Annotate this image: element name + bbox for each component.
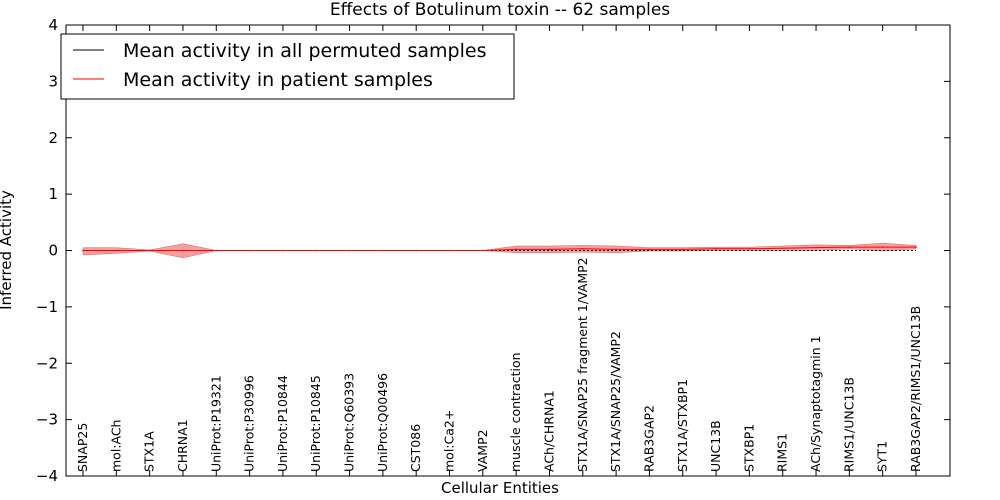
chart-title: Effects of Botulinum toxin -- 62 samples [330,0,670,20]
y-tick-label: −1 [36,298,58,316]
x-tick-label: STX1A/SNAP25/VAMP2 [608,331,623,472]
x-tick-label: STX1A [142,431,157,472]
y-tick-label: 1 [48,185,58,203]
x-tick-label: UNC13B [708,420,723,472]
y-axis: 4 3 2 1 0 −1 −2 −3 −4 [36,16,950,485]
x-tick-label: SNAP25 [75,423,90,472]
data-point-patient [348,249,351,252]
x-tick-label: RIMS1/UNC13B [841,377,856,472]
x-axis-label: Cellular Entities [441,479,559,497]
x-tick-label: VAMP2 [475,429,490,472]
data-point-patient [248,249,251,252]
y-tick-label: −3 [36,411,58,429]
x-tick-label: SYT1 [875,441,890,472]
y-tick-label: 4 [48,16,58,34]
x-tick-label: STX1A/STXBP1 [675,379,690,472]
legend-label-permuted: Mean activity in all permuted samples [123,40,486,62]
x-tick-label: UniProt:P19321 [208,375,223,472]
y-tick-label: 2 [48,129,58,147]
data-point-patient [648,248,651,251]
x-tick-label: RAB3GAP2/RIMS1/UNC13B [908,306,923,472]
x-tick-label: RIMS1 [775,433,790,472]
data-point-patient [548,248,551,251]
y-tick-label: 3 [48,72,58,90]
data-point-patient [115,249,118,252]
data-point-patient [448,249,451,252]
data-point-patient [515,248,517,251]
y-tick-label: 0 [48,242,58,260]
data-point-patient [915,246,917,248]
data-point-patient [681,248,684,251]
x-tick-label: mol:Ca2+ [442,410,457,472]
data-point-patient [482,249,484,252]
data-point-patient [748,248,751,250]
data-point-patient [582,248,584,250]
x-tick-label: RAB3GAP2 [641,405,656,472]
legend-box [60,33,515,100]
y-tick-label: −2 [36,354,58,372]
x-tick-label: UniProt:P30996 [242,375,257,472]
legend: Mean activity in all permuted samples Me… [60,33,515,100]
x-tick-label: STX1A/SNAP25 fragment 1/VAMP2 [575,257,590,472]
x-tick-label: ACh/Synaptotagmin 1 [808,335,823,472]
x-tick-label: CHRNA1 [175,419,190,472]
x-tick-label: muscle contraction [508,352,523,472]
series-line-patient [83,246,916,251]
x-tick-label: UniProt:P10844 [275,375,290,472]
x-tick-label: UniProt:Q60393 [342,373,357,472]
x-tick-label: CST086 [408,424,423,472]
data-point-patient [215,249,218,252]
legend-label-patient: Mean activity in patient samples [123,69,433,91]
x-tick-label: STXBP1 [741,424,756,472]
x-tick-label: UniProt:Q00496 [375,373,390,472]
data-point-patient [82,249,84,252]
data-point-patient [282,249,284,252]
data-point-patient [848,246,851,248]
y-axis-label: Inferred Activity [0,190,15,310]
data-point-patient [781,247,784,250]
y-tick-label: −4 [36,467,58,485]
x-tick-label: mol:ACh [108,420,123,473]
data-point-patient [615,248,617,251]
data-point-patient [881,246,884,248]
data-point-patient [715,248,717,250]
series-line-layer [82,246,917,252]
data-point-patient [315,249,318,252]
x-axis: SNAP25 mol:ACh STX1A CHRNA1 UniProt:P19321 Un… [75,25,923,476]
data-point-patient [148,249,151,252]
x-tick-label: ACh/CHRNA1 [541,390,556,472]
x-tick-label: UniProt:P10845 [308,375,323,472]
data-point-patient [415,249,418,252]
data-point-patient [382,249,384,252]
data-point-patient [182,249,184,252]
data-point-patient [815,246,817,249]
